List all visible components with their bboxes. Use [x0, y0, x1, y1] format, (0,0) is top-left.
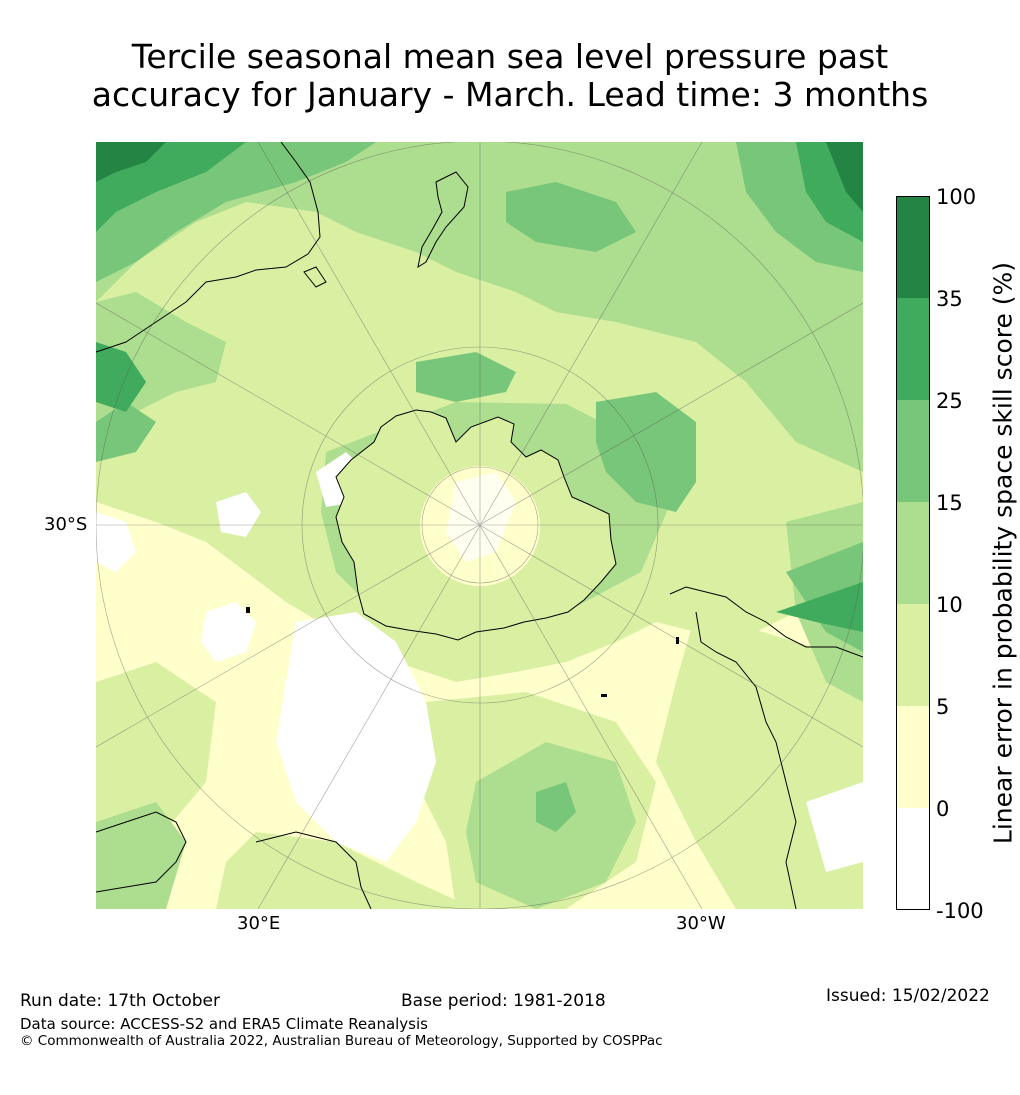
colorbar-tick-15: 15 — [936, 491, 963, 515]
colorbar-segment — [896, 196, 930, 298]
longitude-label-west: 30°W — [676, 913, 726, 934]
colorbar-segment — [896, 706, 930, 808]
colorbar-tick-25: 25 — [936, 389, 963, 413]
islands — [246, 607, 679, 697]
base-period: Base period: 1981-2018 — [401, 991, 606, 1011]
colorbar-tick-minus-100: -100 — [936, 899, 984, 923]
issued-date: Issued: 15/02/2022 — [826, 986, 990, 1006]
colorbar-tick-10: 10 — [936, 593, 963, 617]
latitude-label: 30°S — [44, 514, 88, 535]
colorbar-segment — [896, 298, 930, 400]
longitude-label-east: 30°E — [237, 913, 281, 934]
colorbar-segment — [896, 400, 930, 502]
graticule — [96, 142, 863, 909]
copyright-notice: © Commonwealth of Australia 2022, Austra… — [20, 1033, 663, 1049]
run-date: Run date: 17th October — [20, 991, 220, 1011]
antarctic-interior-patch — [446, 472, 516, 562]
title-line-2: accuracy for January - March. Lead time:… — [91, 75, 929, 114]
colorbar-border — [896, 196, 930, 910]
colorbar-tick-100: 100 — [936, 185, 977, 209]
data-source: Data source: ACCESS-S2 and ERA5 Climate … — [20, 1015, 428, 1033]
skill-band-35-100 — [96, 142, 863, 212]
colorbar-tick-5: 5 — [936, 695, 950, 719]
colorbar-segment — [896, 604, 930, 706]
colorbar-label: Linear error in probability space skill … — [988, 261, 1018, 845]
colorbar-tick-0: 0 — [936, 797, 950, 821]
colorbar — [896, 196, 930, 910]
colorbar-tick-35: 35 — [936, 287, 963, 311]
colorbar-segment — [896, 808, 930, 910]
map-title: Tercile seasonal mean sea level pressure… — [0, 38, 1020, 114]
polar-skill-map — [96, 142, 863, 909]
colorbar-segment — [896, 502, 930, 604]
title-line-1: Tercile seasonal mean sea level pressure… — [131, 37, 889, 76]
skill-band-negative — [96, 452, 863, 872]
